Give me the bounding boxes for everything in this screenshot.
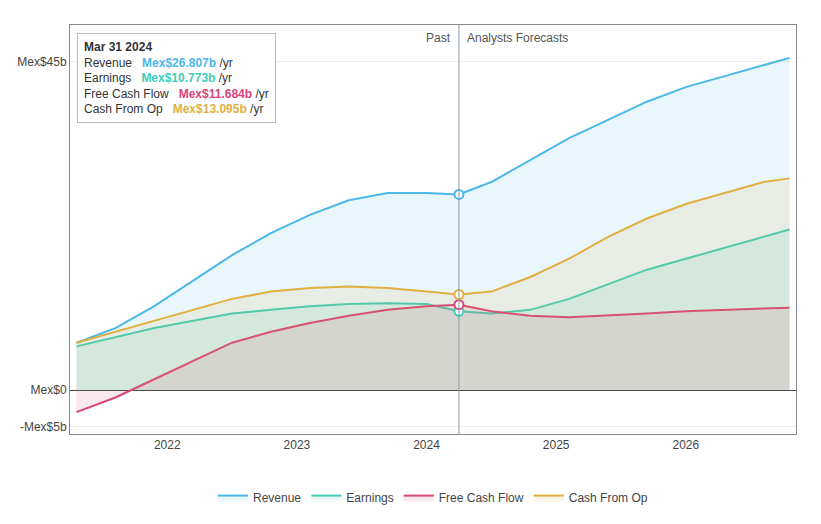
svg-text:Past: Past — [426, 31, 451, 45]
svg-text:2026: 2026 — [672, 438, 699, 452]
svg-text:2023: 2023 — [284, 438, 311, 452]
svg-text:2024: 2024 — [413, 438, 440, 452]
svg-text:2022: 2022 — [154, 438, 181, 452]
svg-text:Cash From Op: Cash From Op — [569, 491, 648, 505]
svg-text:Mex$45b: Mex$45b — [17, 55, 67, 69]
svg-text:Free Cash Flow: Free Cash Flow — [439, 491, 524, 505]
svg-text:Mex$0: Mex$0 — [31, 383, 67, 397]
svg-text:Revenue: Revenue — [253, 491, 301, 505]
svg-text:Analysts Forecasts: Analysts Forecasts — [467, 31, 568, 45]
svg-text:2025: 2025 — [543, 438, 570, 452]
svg-text:Mar 31 2024Revenue Mex$26.80: Mar 31 2024Revenue Mex$26.807b /yrEarnin… — [84, 40, 269, 116]
svg-text:-Mex$5b: -Mex$5b — [20, 420, 67, 434]
svg-text:Earnings: Earnings — [346, 491, 393, 505]
